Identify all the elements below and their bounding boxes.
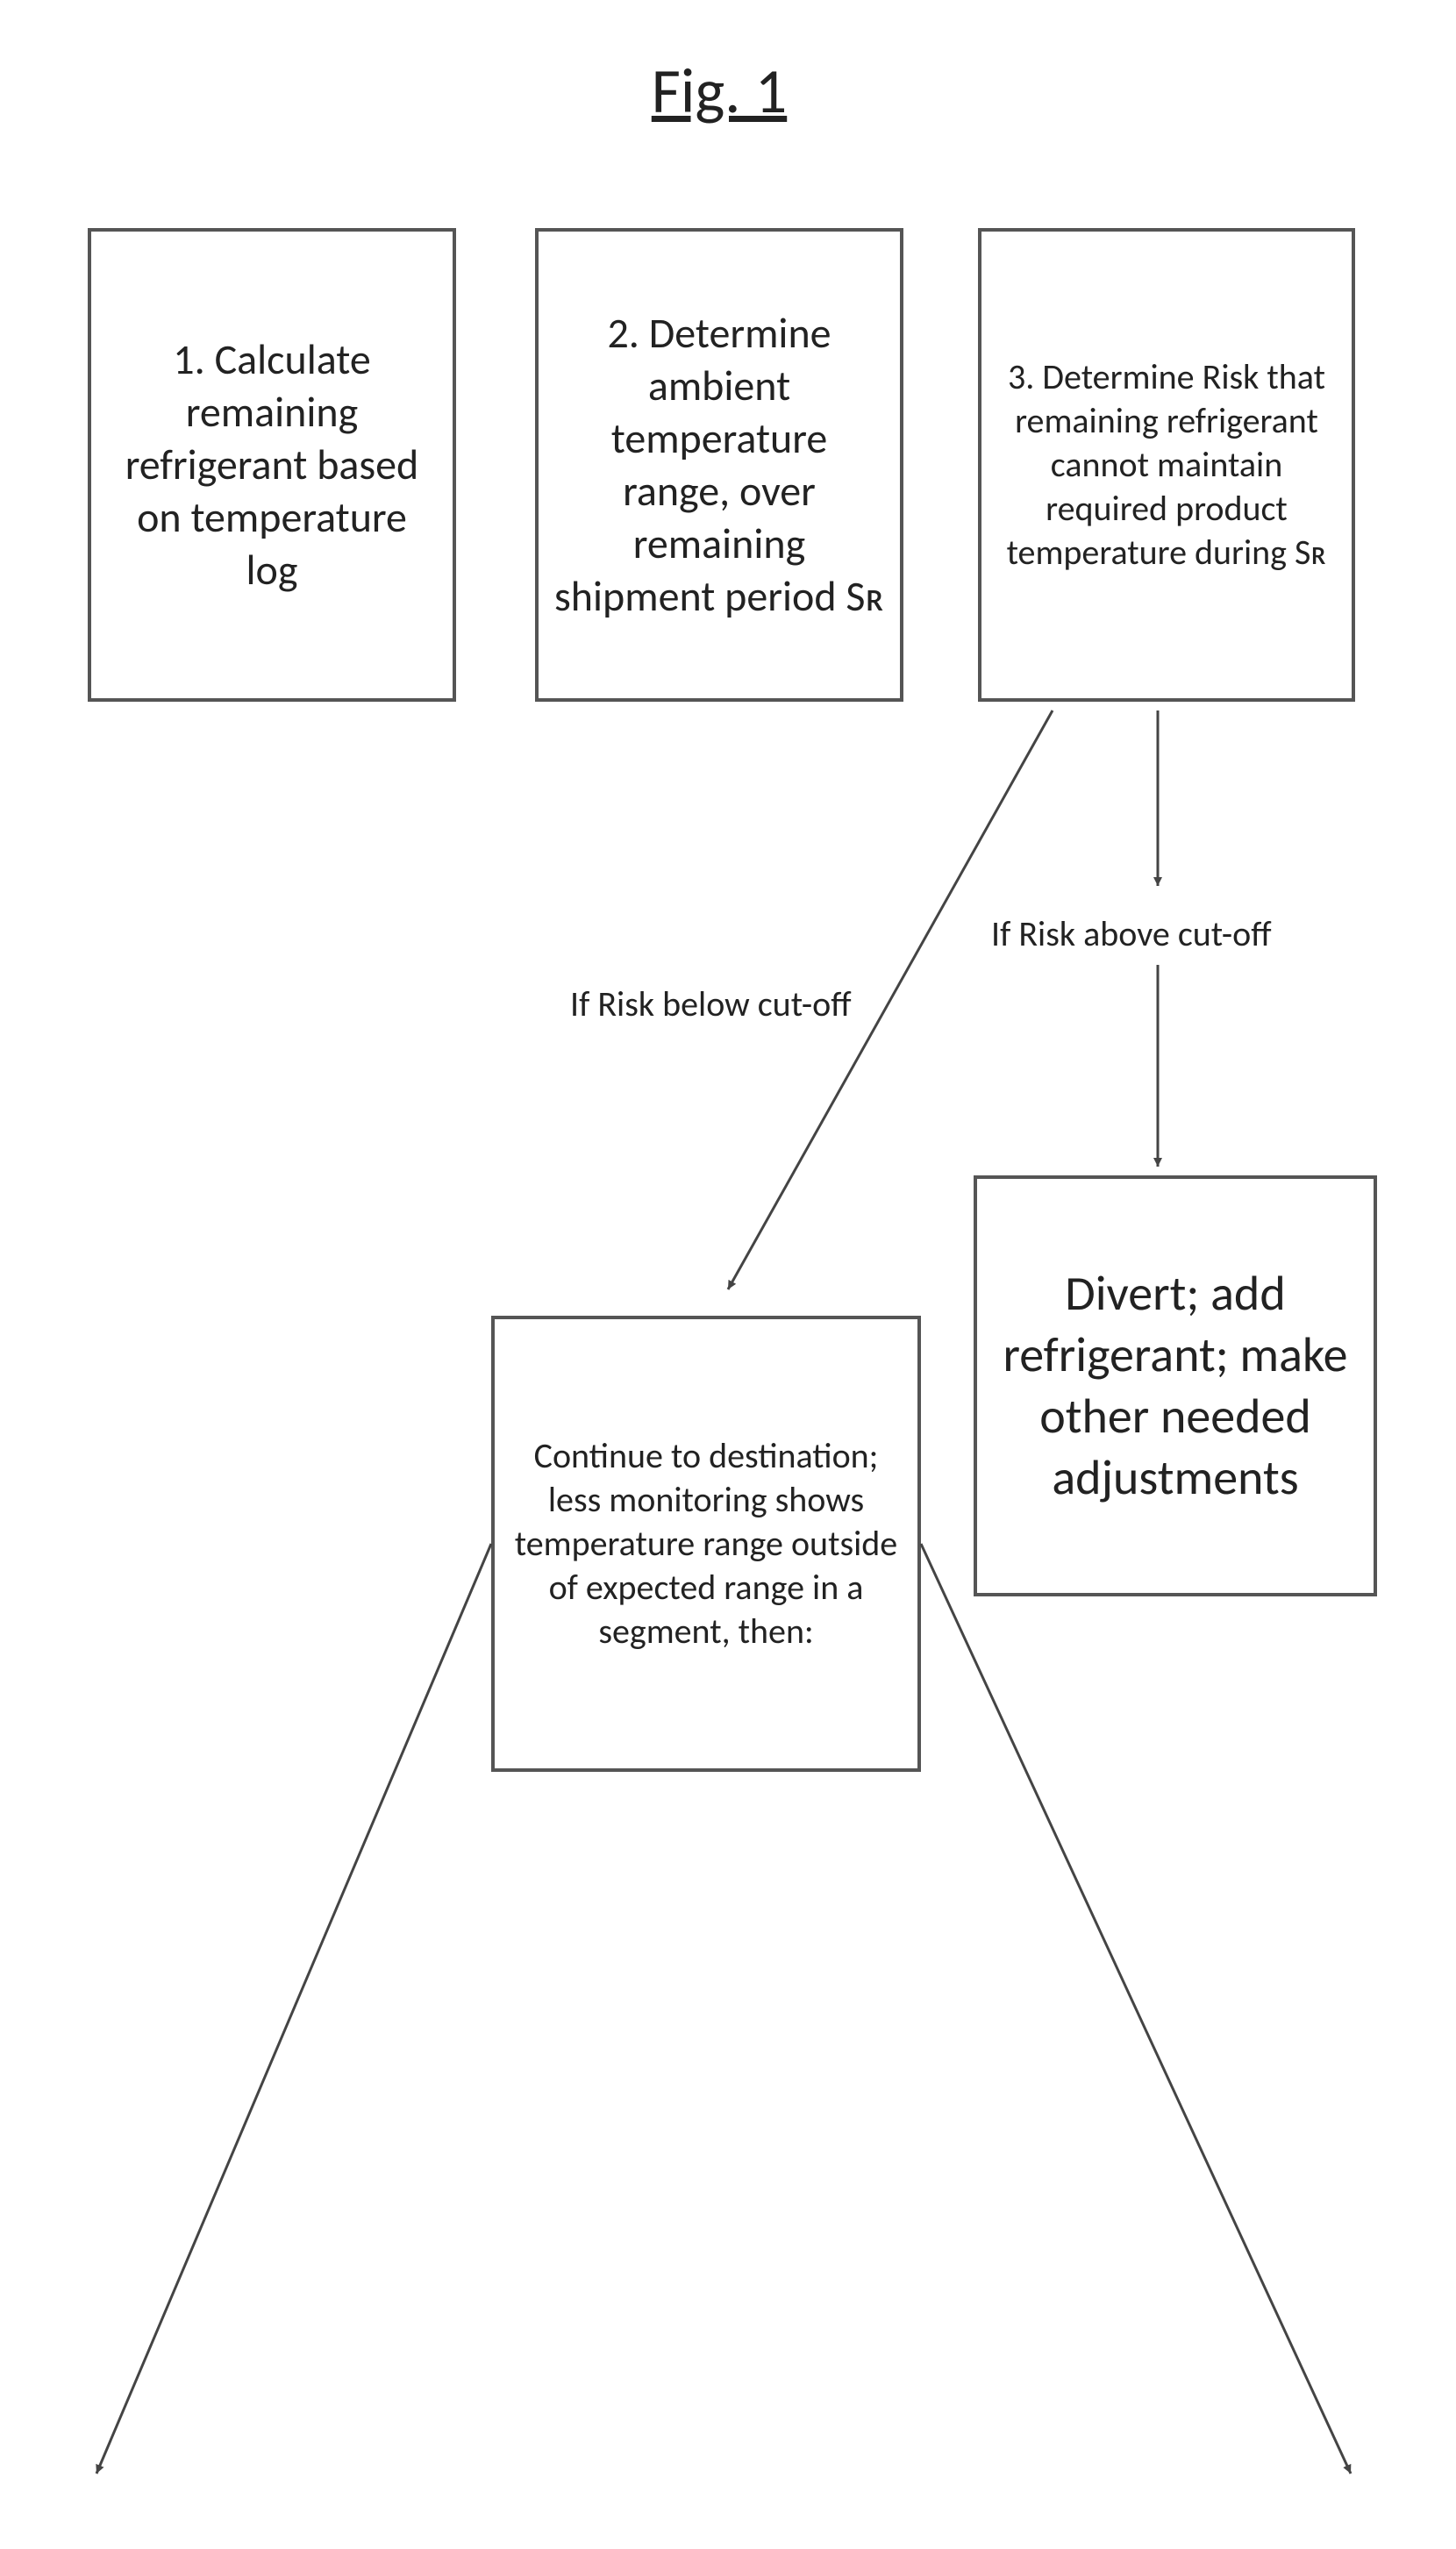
box-step2: 2. Determine ambient temperature range, … bbox=[535, 228, 903, 702]
label-below-cutoff: If Risk below cut-off bbox=[570, 982, 852, 1026]
box-continue: Continue to destination; less monitoring… bbox=[491, 1316, 921, 1772]
figure-title: Fig. 1 bbox=[579, 53, 860, 130]
label-above-cutoff: If Risk above cut-off bbox=[991, 912, 1272, 956]
figure-canvas: Fig. 1 1. Calculate remaining refrigeran… bbox=[35, 35, 1421, 2509]
box-step1: 1. Calculate remaining refrigerant based… bbox=[88, 228, 456, 702]
box-divert: Divert; add refrigerant; make other need… bbox=[974, 1175, 1377, 1596]
box-step3: 3. Determine Risk that remaining refrige… bbox=[978, 228, 1355, 702]
